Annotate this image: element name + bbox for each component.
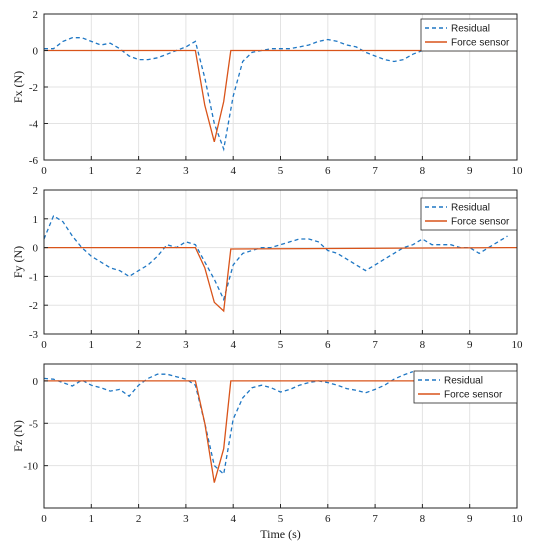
y-tick-label: -6: [29, 155, 39, 167]
x-tick-label: 6: [325, 513, 331, 525]
x-tick-label: 8: [420, 513, 426, 525]
legend: Residual Force sensor: [420, 18, 518, 52]
x-tick-label: 1: [89, 513, 95, 525]
x-tick-label: 4: [230, 165, 236, 177]
legend-label: Residual: [444, 376, 483, 387]
series-line-residual: [43, 370, 414, 476]
x-tick-label: 9: [467, 165, 473, 177]
x-tick-label: 5: [278, 165, 284, 177]
legend-box: [413, 370, 518, 404]
panel-1: 0 1 2 3 4 5 6 7 8 9 10 2 0 -2 -4 -6 Fx (N) Residual Force …: [11, 9, 523, 177]
y-tick-label: -10: [23, 461, 38, 473]
x-tick-label: 6: [325, 339, 331, 351]
y-tick-label: -5: [29, 418, 39, 430]
legend-box: [420, 197, 518, 231]
x-tick-label: 10: [512, 513, 524, 525]
x-tick-label: 0: [41, 165, 47, 177]
x-tick-label: 3: [183, 339, 189, 351]
y-tick-label: 2: [33, 9, 39, 21]
x-tick-label: 4: [230, 513, 236, 525]
x-tick-label: 5: [278, 339, 284, 351]
x-tick-label: 10: [512, 165, 524, 177]
y-tick-label: 0: [33, 376, 39, 388]
x-tick-label: 0: [41, 513, 47, 525]
x-tick-label: 8: [420, 339, 426, 351]
x-tick-label: 1: [89, 339, 95, 351]
panel-3: 0 1 2 3 4 5 6 7 8 9 10 0 -5 -10 Fz (N) Time (s) Residual…: [11, 363, 524, 541]
y-tick-label: 0: [33, 46, 39, 58]
x-tick-label: 3: [183, 513, 189, 525]
y-axis-label: Fy (N): [11, 246, 25, 278]
x-tick-label: 9: [467, 339, 473, 351]
x-tick-label: 3: [183, 165, 189, 177]
legend-box: [420, 18, 518, 52]
series-line-force-sensor: [44, 380, 517, 483]
x-tick-label: 10: [512, 339, 524, 351]
legend-label: Force sensor: [451, 217, 510, 228]
legend-label: Residual: [451, 203, 490, 214]
x-axis-label: Time (s): [260, 527, 301, 541]
y-tick-label: -2: [29, 82, 38, 94]
y-axis-label: Fx (N): [11, 71, 25, 103]
legend-label: Force sensor: [444, 390, 503, 401]
legend-label: Residual: [451, 24, 490, 35]
y-tick-label: -2: [29, 300, 38, 312]
x-tick-label: 8: [420, 165, 426, 177]
series-line-force-sensor: [44, 246, 518, 313]
series-line-residual: [43, 214, 508, 302]
series-line-residual: [44, 37, 423, 152]
y-tick-label: -3: [29, 329, 39, 341]
x-tick-label: 9: [467, 513, 473, 525]
x-tick-label: 2: [136, 339, 142, 351]
series-line-force-sensor: [44, 49, 517, 142]
x-tick-label: 7: [372, 165, 378, 177]
x-tick-label: 2: [136, 513, 142, 525]
x-tick-label: 7: [372, 513, 378, 525]
y-tick-label: 2: [33, 185, 39, 197]
x-tick-label: 2: [136, 165, 142, 177]
x-tick-label: 1: [89, 165, 95, 177]
x-tick-label: 5: [278, 513, 284, 525]
legend: Residual Force sensor: [413, 370, 518, 404]
x-tick-label: 4: [230, 339, 236, 351]
x-tick-label: 6: [325, 165, 331, 177]
y-tick-label: -1: [29, 271, 38, 283]
x-tick-label: 0: [41, 339, 47, 351]
legend-label: Force sensor: [451, 38, 510, 49]
y-tick-label: 1: [33, 214, 39, 226]
y-tick-label: -4: [29, 119, 39, 131]
y-tick-label: 0: [33, 243, 39, 255]
x-tick-label: 7: [372, 339, 378, 351]
legend: Residual Force sensor: [420, 197, 518, 231]
y-axis-label: Fz (N): [11, 420, 25, 452]
